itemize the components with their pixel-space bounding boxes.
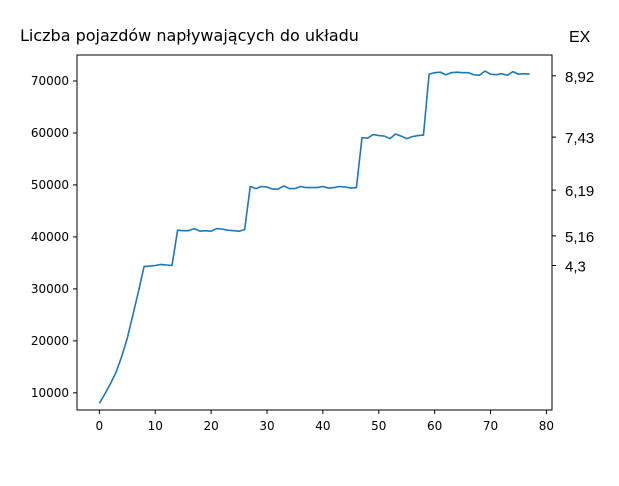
x-tick-label: 70 bbox=[483, 419, 498, 433]
x-tick-label: 50 bbox=[371, 419, 386, 433]
x-tick-label: 60 bbox=[427, 419, 442, 433]
y-tick-label: 50000 bbox=[31, 178, 69, 192]
x-tick-label: 30 bbox=[259, 419, 274, 433]
series-line bbox=[98, 70, 530, 404]
x-tick-label: 10 bbox=[148, 419, 163, 433]
y-tick-label: 20000 bbox=[31, 334, 69, 348]
x-tick-label: 0 bbox=[96, 419, 104, 433]
y-tick-label: 70000 bbox=[31, 74, 69, 88]
y-tick-label: 60000 bbox=[31, 126, 69, 140]
plot-frame bbox=[76, 54, 553, 411]
y-tick-label: 10000 bbox=[31, 386, 69, 400]
right-axis-label: EX bbox=[569, 29, 591, 46]
x-tick-label: 80 bbox=[539, 419, 554, 433]
x-tick-label: 20 bbox=[203, 419, 218, 433]
y-tick-label: 30000 bbox=[31, 282, 69, 296]
right-tick-label: 6,19 bbox=[565, 183, 594, 200]
right-tick-label: 7,43 bbox=[565, 130, 594, 147]
right-tick-label: 4,3 bbox=[565, 259, 586, 276]
x-tick-label: 40 bbox=[315, 419, 330, 433]
y-tick-label: 40000 bbox=[31, 230, 69, 244]
chart-title: Liczba pojazdów napływających do układu bbox=[20, 26, 359, 45]
right-tick-label: 8,92 bbox=[565, 69, 594, 86]
plot-area: 0 10 20 30 40 50 60 70 80 10000 20000 30000 40000 500… bbox=[31, 54, 594, 433]
right-tick-label: 5,16 bbox=[565, 229, 594, 246]
